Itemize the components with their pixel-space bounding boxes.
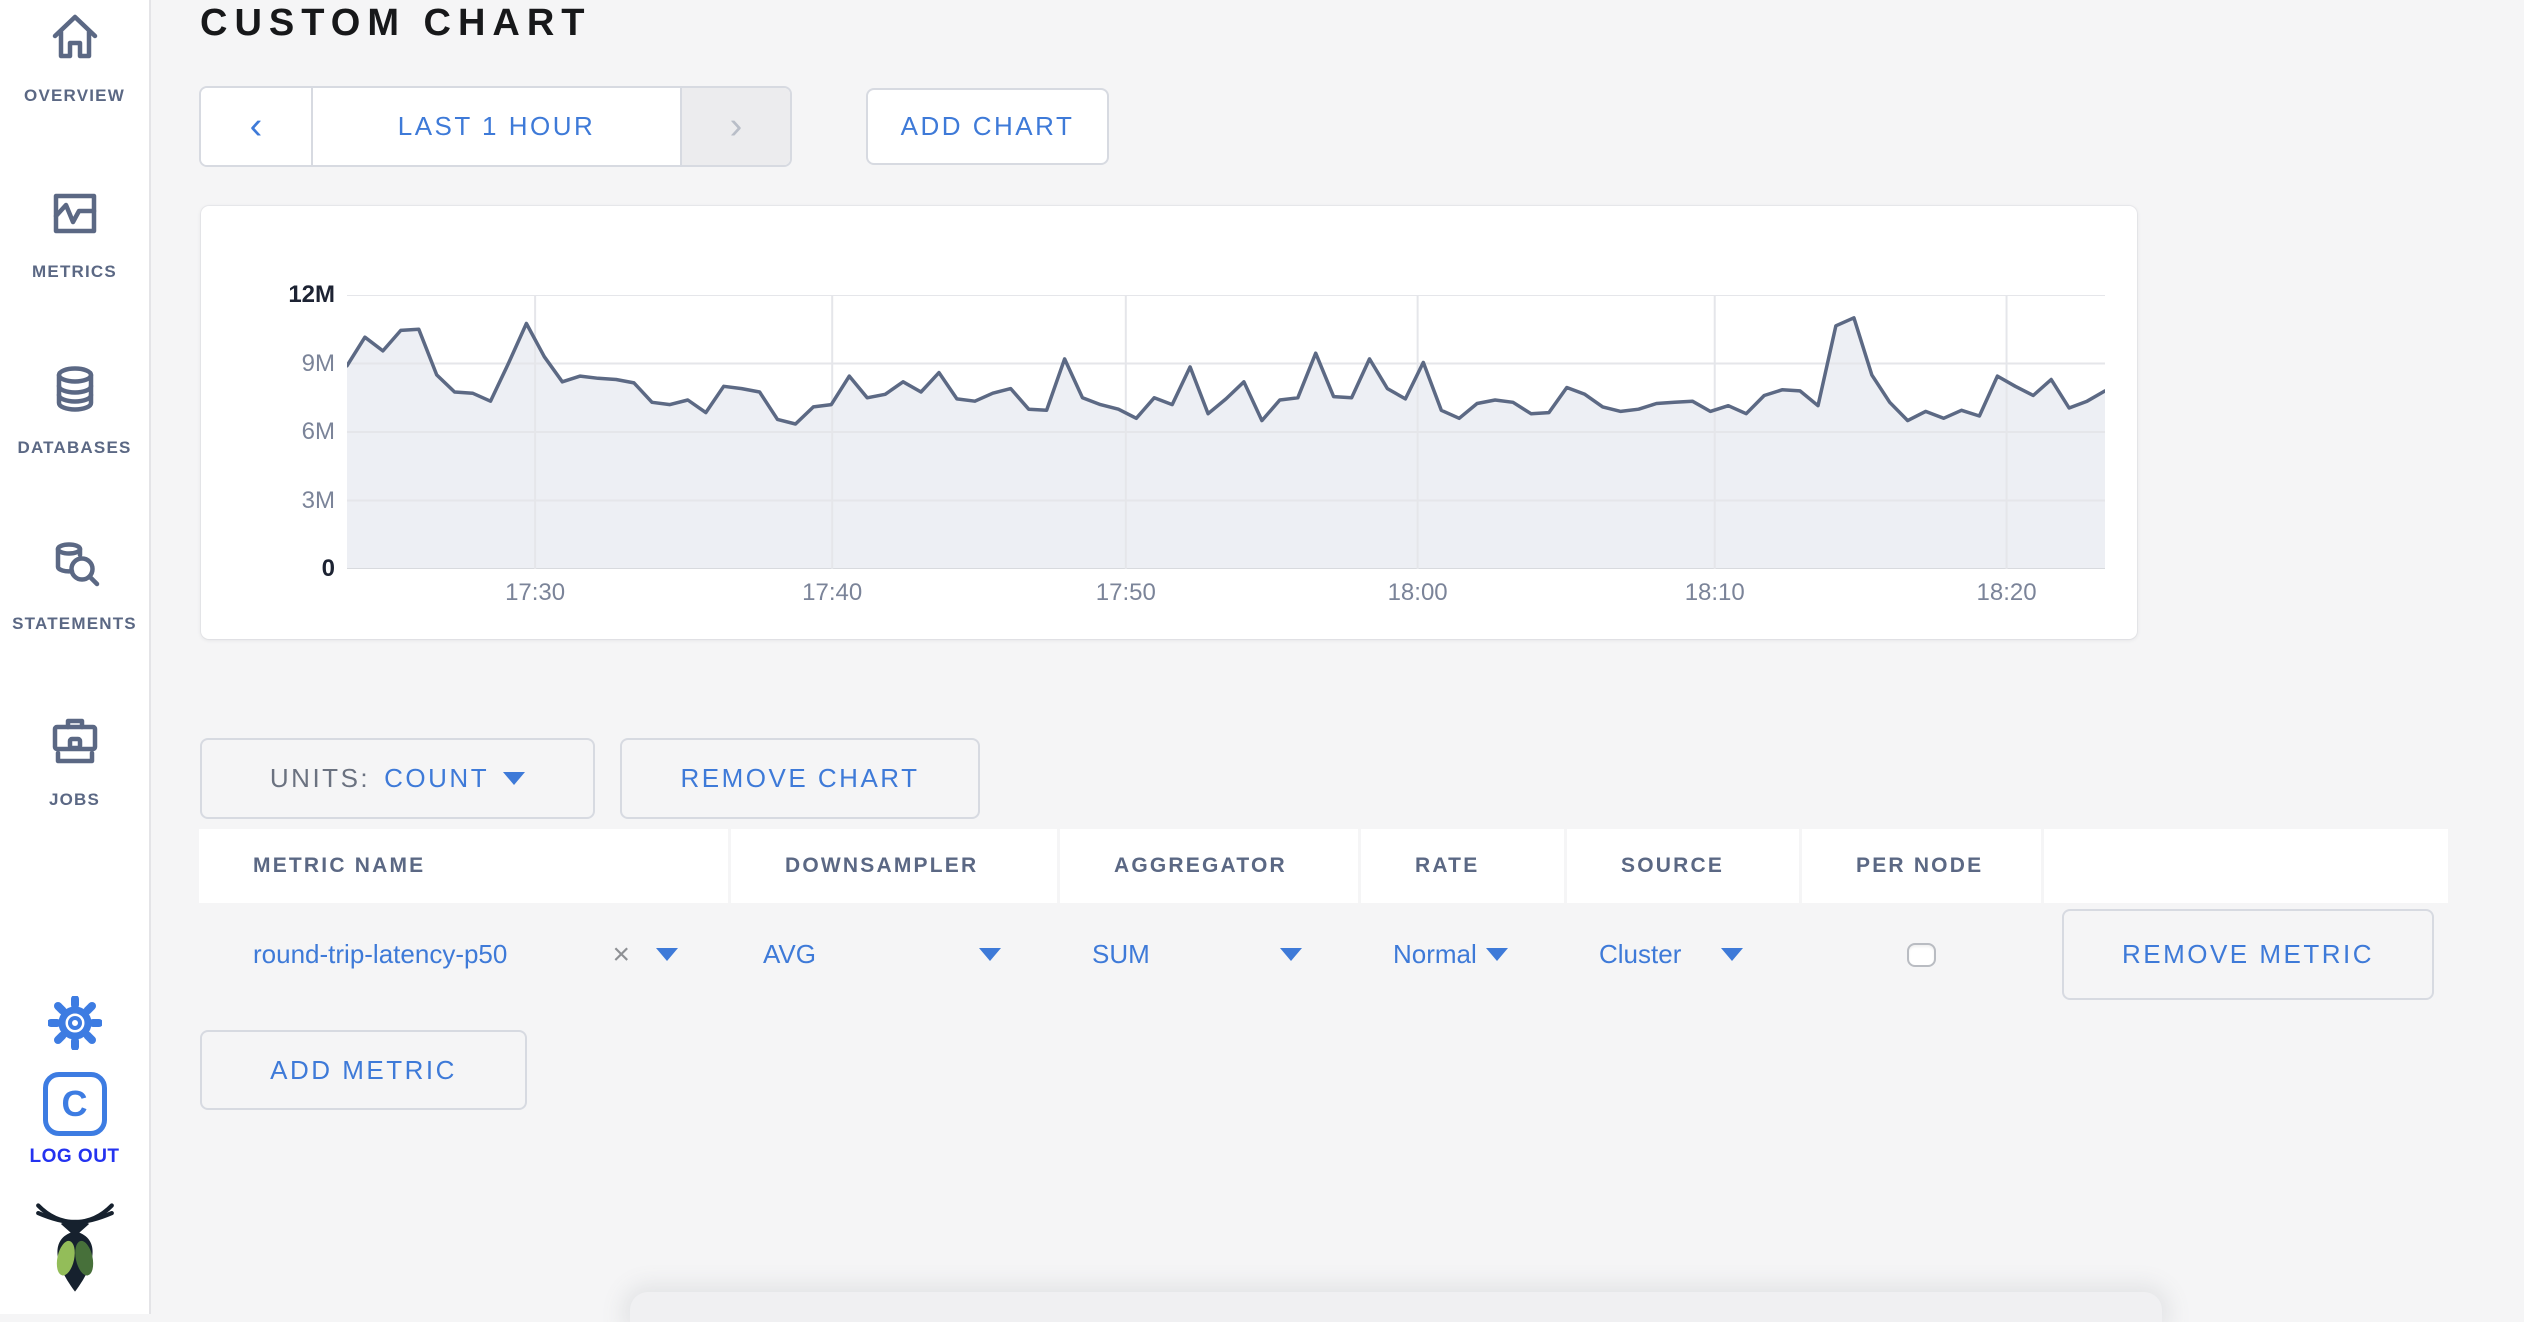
units-dropdown[interactable]: UNITS: COUNT xyxy=(200,738,595,819)
sidebar: OVERVIEW METRICS DATABASES STATEMENTS JOBS C… xyxy=(0,0,151,1314)
sidebar-item-databases[interactable]: DATABASES xyxy=(0,358,149,534)
statements-icon xyxy=(48,538,102,592)
rate-dropdown[interactable]: Normal xyxy=(1361,903,1564,1006)
col-header-aggregator: AGGREGATOR xyxy=(1060,829,1358,903)
caret-down-icon xyxy=(503,772,526,785)
next-chart-card-edge xyxy=(630,1292,2162,1322)
user-avatar[interactable]: C xyxy=(0,1072,149,1136)
sidebar-nav: OVERVIEW METRICS DATABASES STATEMENTS JOBS xyxy=(0,6,149,886)
col-header-actions xyxy=(2044,829,2448,903)
col-header-downsampler: DOWNSAMPLER xyxy=(731,829,1057,903)
logout-button[interactable]: LOG OUT xyxy=(0,1146,149,1168)
chevron-left-icon: ‹ xyxy=(249,105,263,147)
timerange-dropdown[interactable]: LAST 1 HOUR xyxy=(313,88,680,165)
remove-metric-button[interactable]: REMOVE METRIC xyxy=(2062,909,2434,1000)
downsampler-value: AVG xyxy=(763,939,816,969)
downsampler-dropdown[interactable]: AVG xyxy=(731,903,1057,1006)
caret-down-icon xyxy=(1280,948,1302,961)
metrics-icon xyxy=(48,186,102,240)
sidebar-item-label: STATEMENTS xyxy=(12,614,137,633)
col-header-metric-name: METRIC NAME xyxy=(199,829,728,903)
x-tick-label: 17:50 xyxy=(1095,579,1156,606)
metric-name-value: round-trip-latency-p50 xyxy=(253,939,508,969)
logout-label: LOG OUT xyxy=(29,1146,120,1167)
col-header-source: SOURCE xyxy=(1567,829,1799,903)
y-tick-label: 9M xyxy=(301,349,335,377)
per-node-checkbox[interactable] xyxy=(1907,942,1936,967)
caret-down-icon xyxy=(979,948,1001,961)
gear-icon xyxy=(46,995,103,1055)
cockroach-logo xyxy=(0,1203,149,1300)
caret-down-icon xyxy=(1721,948,1743,961)
next-timerange-button[interactable]: › xyxy=(680,88,790,165)
aggregator-value: SUM xyxy=(1092,939,1150,969)
units-prefix-label: UNITS: xyxy=(269,763,371,793)
home-icon xyxy=(48,10,102,64)
add-chart-button[interactable]: ADD CHART xyxy=(866,88,1109,165)
y-tick-label: 3M xyxy=(301,486,335,514)
sidebar-item-overview[interactable]: OVERVIEW xyxy=(0,6,149,182)
caret-down-icon[interactable] xyxy=(656,948,678,961)
per-node-cell xyxy=(1802,903,2041,1006)
x-tick-label: 18:10 xyxy=(1684,579,1745,606)
sidebar-item-statements[interactable]: STATEMENTS xyxy=(0,534,149,710)
metric-actions-cell: REMOVE METRIC xyxy=(2044,903,2448,1006)
units-value: COUNT xyxy=(384,763,490,793)
y-tick-label: 12M xyxy=(288,281,335,308)
rate-value: Normal xyxy=(1393,939,1477,969)
x-tick-label: 18:20 xyxy=(1976,579,2037,606)
prev-timerange-button[interactable]: ‹ xyxy=(201,88,313,165)
sidebar-item-label: OVERVIEW xyxy=(24,86,125,105)
databases-icon xyxy=(48,362,102,416)
time-range-selector: ‹ LAST 1 HOUR › xyxy=(199,86,792,167)
aggregator-dropdown[interactable]: SUM xyxy=(1060,903,1358,1006)
source-dropdown[interactable]: Cluster xyxy=(1567,903,1799,1006)
metric-row: round-trip-latency-p50 × AVG SUM Normal … xyxy=(199,903,2448,1006)
clear-metric-icon[interactable]: × xyxy=(612,937,630,971)
source-value: Cluster xyxy=(1599,939,1682,969)
timerange-label: LAST 1 HOUR xyxy=(397,111,596,141)
col-header-per-node: PER NODE xyxy=(1802,829,2041,903)
sidebar-item-metrics[interactable]: METRICS xyxy=(0,182,149,358)
y-tick-label: 0 xyxy=(321,555,335,582)
chevron-right-icon: › xyxy=(729,105,743,147)
page-title: CUSTOM CHART xyxy=(200,2,592,44)
caret-down-icon xyxy=(1486,948,1508,961)
jobs-icon xyxy=(48,714,102,768)
add-metric-button[interactable]: ADD METRIC xyxy=(200,1030,527,1110)
sidebar-item-label: METRICS xyxy=(32,262,117,281)
avatar-letter: C xyxy=(61,1083,88,1124)
sidebar-item-label: JOBS xyxy=(48,790,101,809)
settings-button[interactable] xyxy=(0,995,149,1055)
sidebar-item-jobs[interactable]: JOBS xyxy=(0,710,149,886)
sidebar-item-label: DATABASES xyxy=(17,438,132,457)
custom-chart-plot[interactable] xyxy=(345,294,2107,570)
metrics-table-header: METRIC NAME DOWNSAMPLER AGGREGATOR RATE SOUR… xyxy=(199,829,2448,903)
metric-name-cell[interactable]: round-trip-latency-p50 × xyxy=(199,903,728,1006)
chart-card: 12M 9M 6M 3M 0 17:30 17:40 17:50 18:00 18:10 18:2… xyxy=(201,206,2137,639)
col-header-rate: RATE xyxy=(1361,829,1564,903)
x-tick-label: 18:00 xyxy=(1387,579,1448,606)
x-tick-label: 17:30 xyxy=(505,579,566,606)
cockroach-bug-icon xyxy=(32,1203,118,1300)
remove-chart-button[interactable]: REMOVE CHART xyxy=(620,738,980,819)
x-tick-label: 17:40 xyxy=(802,579,863,606)
y-tick-label: 6M xyxy=(301,418,335,445)
